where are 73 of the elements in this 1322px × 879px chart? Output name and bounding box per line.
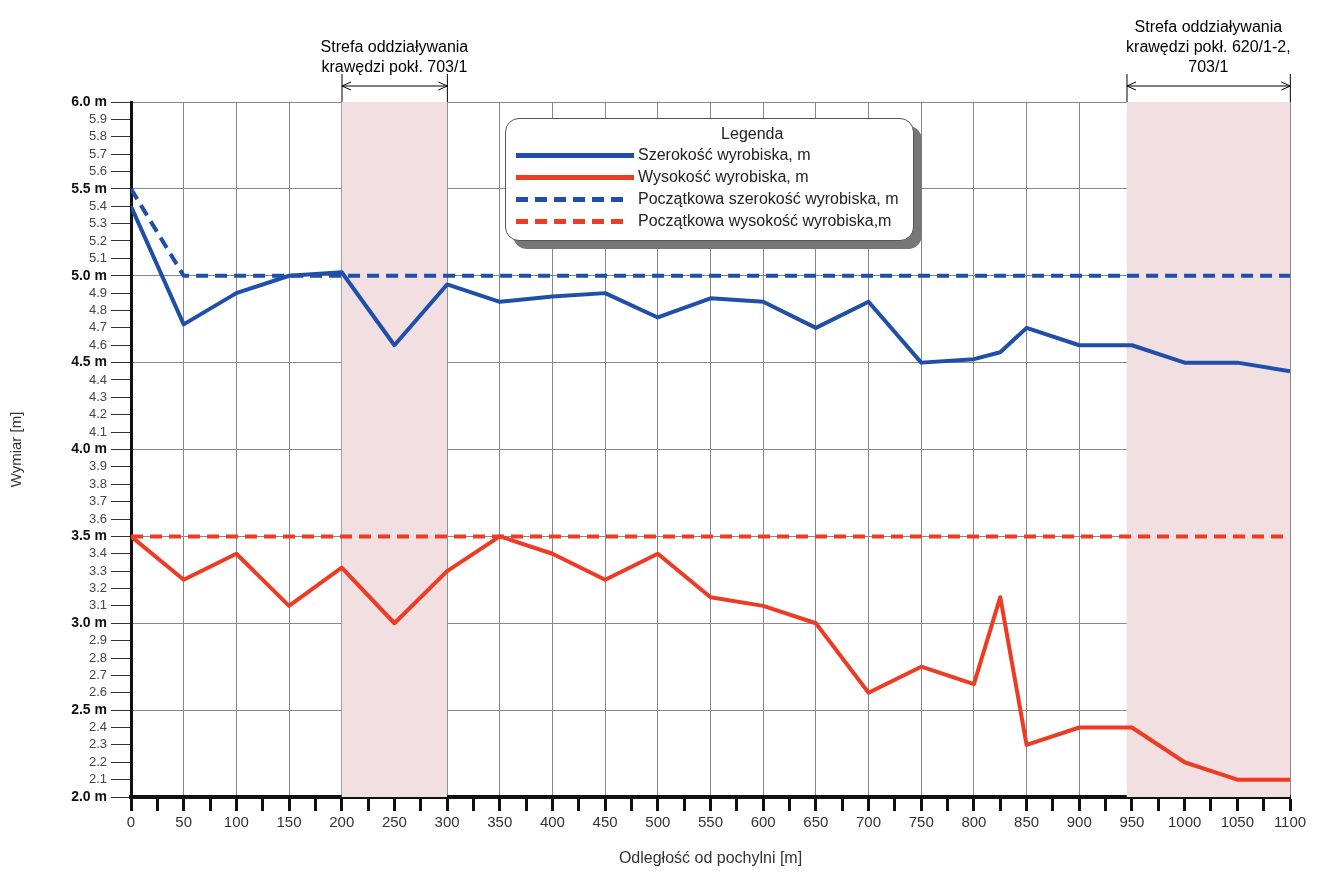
y-tick-label: 3.4	[88, 545, 107, 561]
y-tick-label: 3.2	[88, 580, 107, 596]
x-tick-label: 1050	[1220, 813, 1255, 831]
legend-title: Legenda	[720, 125, 785, 143]
x-tick-label: 150	[276, 813, 302, 831]
y-axis-title: Wymiar [m]	[7, 411, 25, 488]
x-tick-label: 200	[329, 813, 355, 831]
y-tick-label: 3.3	[88, 562, 107, 578]
y-tick-label: 4.7	[88, 319, 107, 335]
x-tick-label: 400	[539, 813, 565, 831]
y-tick-label: 2.9	[88, 632, 107, 648]
y-tick-label: 2.0 m	[71, 787, 107, 804]
y-tick-label: 5.5 m	[71, 179, 107, 196]
y-tick-label: 5.9	[88, 110, 107, 126]
x-tick-label: 450	[592, 813, 618, 831]
x-tick-label: 500	[645, 813, 671, 831]
x-tick-label: 550	[697, 813, 724, 831]
y-tick-label: 3.6	[88, 510, 107, 526]
y-tick-label: 4.1	[88, 423, 107, 439]
y-tick-label: 2.5 m	[71, 700, 107, 717]
y-tick-label: 3.1	[88, 597, 107, 613]
x-tick-label: 50	[175, 813, 193, 831]
y-tick-label: 5.1	[88, 249, 107, 265]
x-tick-label: 650	[803, 813, 829, 831]
legend-label: Wysokość wyrobiska, m	[638, 168, 809, 186]
x-tick-label: 100	[223, 813, 249, 831]
x-tick-label: 900	[1066, 813, 1092, 831]
y-tick-label: 3.7	[88, 493, 107, 509]
y-tick-label: 4.6	[88, 336, 107, 352]
y-tick-label: 3.0 m	[71, 614, 107, 631]
y-tick-label: 4.2	[88, 406, 107, 422]
legend-label: Początkowa szerokość wyrobiska, m	[638, 190, 899, 208]
y-tick-label: 3.5 m	[71, 527, 107, 544]
x-tick-label: 750	[908, 813, 934, 831]
x-tick-label: 700	[856, 813, 882, 831]
x-axis-title: Odległość od pochylni [m]	[618, 848, 803, 866]
y-tick-label: 2.8	[88, 649, 107, 665]
y-tick-label: 6.0 m	[71, 92, 107, 109]
legend-label: Początkowa wysokość wyrobiska,m	[638, 212, 892, 230]
x-tick-label: 1000	[1167, 813, 1202, 831]
y-tick-label: 4.3	[88, 388, 107, 404]
band-label: Strefa oddziaływania krawędzi pokł. 703/1	[320, 38, 469, 75]
y-tick-label: 2.4	[88, 719, 107, 735]
y-tick-label: 3.9	[88, 458, 107, 474]
x-tick-label: 600	[750, 813, 776, 831]
x-tick-label: 1100	[1273, 813, 1307, 831]
band-label: Strefa oddziaływania krawędzi pokł. 620/1-2, 703/1	[1126, 18, 1291, 75]
y-tick-label: 4.5 m	[71, 353, 107, 370]
y-tick-label: 2.6	[88, 684, 107, 700]
y-tick-label: 4.9	[88, 284, 107, 300]
y-tick-label: 2.7	[88, 666, 107, 682]
x-tick-label: 300	[434, 813, 460, 831]
legend-label: Szerokość wyrobiska, m	[638, 146, 811, 164]
y-tick-label: 2.2	[88, 753, 107, 769]
y-tick-label: 5.8	[88, 128, 107, 144]
x-tick-label: 950	[1119, 813, 1145, 831]
y-tick-label: 4.8	[88, 302, 107, 318]
y-tick-label: 2.3	[88, 736, 107, 752]
x-tick-label: 850	[1014, 813, 1040, 831]
x-tick-label: 0	[126, 813, 136, 831]
y-tick-label: 5.6	[88, 163, 107, 179]
y-tick-label: 5.3	[88, 215, 107, 231]
y-tick-label: 5.4	[88, 197, 107, 213]
y-tick-label: 5.7	[88, 145, 107, 161]
x-tick-label: 800	[961, 813, 987, 831]
y-tick-label: 2.1	[88, 771, 107, 787]
y-tick-label: 3.8	[88, 475, 107, 491]
y-tick-label: 4.0 m	[71, 440, 107, 457]
x-tick-label: 250	[381, 813, 407, 831]
y-tick-label: 5.0 m	[71, 266, 107, 283]
y-tick-label: 5.2	[88, 232, 107, 248]
x-tick-label: 350	[487, 813, 513, 831]
y-tick-label: 4.4	[88, 371, 107, 387]
